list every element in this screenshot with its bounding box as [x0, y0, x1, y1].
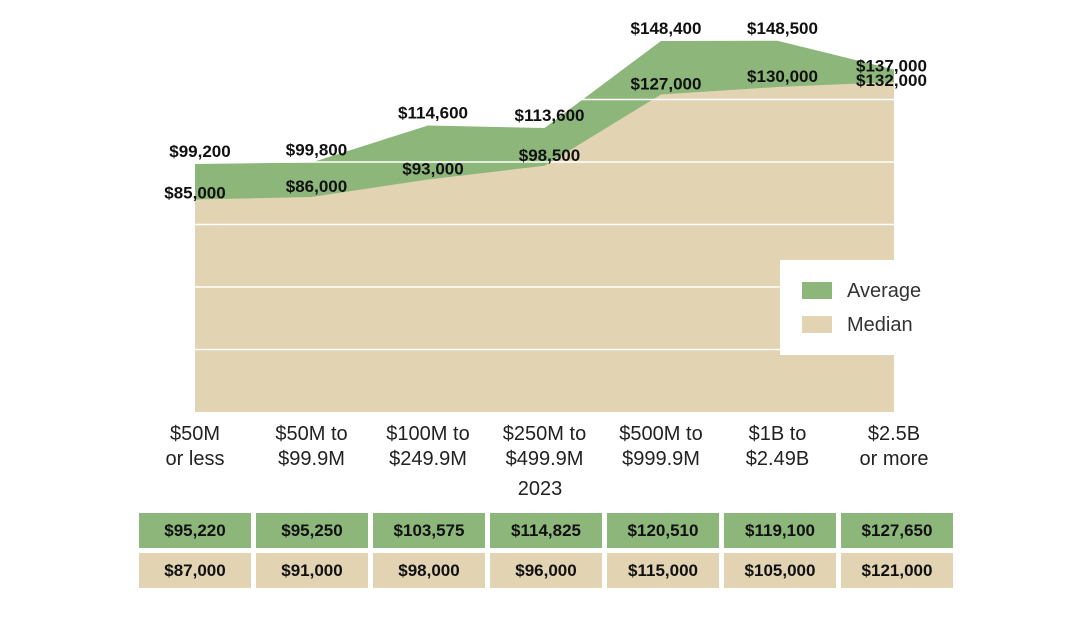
- average-table-row: $95,220 $95,250 $103,575 $114,825 $120,510 $1…: [139, 513, 953, 548]
- legend-box: [780, 260, 905, 355]
- data-label: $113,600: [515, 106, 585, 125]
- data-label: $130,000: [747, 67, 818, 86]
- x-axis-title: 2023: [517, 478, 563, 500]
- data-label: $86,000: [286, 177, 347, 196]
- median-table-row: $87,000 $91,000 $98,000 $96,000 $115,000 $105…: [139, 553, 953, 588]
- average-table-cell: $120,510: [607, 513, 719, 548]
- category-label: $2.49B: [746, 448, 809, 470]
- median-table-cell: $105,000: [724, 553, 836, 588]
- legend-label: Average: [847, 280, 921, 302]
- average-table-cell: $103,575: [373, 513, 485, 548]
- category-label: $99.9M: [278, 448, 345, 470]
- legend-swatch: [802, 316, 832, 333]
- category-label: $249.9M: [389, 448, 467, 470]
- average-table-cell: $95,250: [256, 513, 368, 548]
- legend-swatch: [802, 282, 832, 299]
- data-label: $99,200: [169, 142, 230, 161]
- data-label: $114,600: [398, 104, 468, 123]
- median-table-cell: $91,000: [256, 553, 368, 588]
- data-label: $148,400: [631, 19, 702, 38]
- data-label: $137,000: [856, 57, 927, 76]
- category-label: $999.9M: [622, 448, 700, 470]
- median-table-cell: $115,000: [607, 553, 719, 588]
- data-label: $98,500: [519, 146, 580, 165]
- median-table-cell: $96,000: [490, 553, 602, 588]
- legend-label: Median: [847, 314, 913, 336]
- category-label: or less: [166, 448, 225, 470]
- category-label: $2.5B: [868, 423, 920, 445]
- average-table-cell: $114,825: [490, 513, 602, 548]
- category-label: $100M to: [386, 423, 469, 445]
- category-label: $1B to: [749, 423, 807, 445]
- median-table-cell: $98,000: [373, 553, 485, 588]
- average-table-cell: $95,220: [139, 513, 251, 548]
- data-label: $132,000: [856, 71, 927, 90]
- category-label: or more: [860, 448, 929, 470]
- median-table-cell: $121,000: [841, 553, 953, 588]
- category-label: $50M to: [275, 423, 347, 445]
- area-chart: Average Median $99,200 $99,800 $114,600 $113,…: [164, 19, 929, 470]
- category-label: $50M: [170, 423, 220, 445]
- median-area: [195, 82, 894, 412]
- data-label: $93,000: [402, 160, 463, 179]
- category-label: $499.9M: [506, 448, 584, 470]
- average-table-cell: $119,100: [724, 513, 836, 548]
- data-label: $99,800: [286, 141, 347, 160]
- data-label: $85,000: [164, 184, 225, 203]
- category-label: $250M to: [503, 423, 586, 445]
- average-table-cell: $127,650: [841, 513, 953, 548]
- data-label: $148,500: [747, 19, 818, 38]
- data-label: $127,000: [631, 75, 702, 94]
- category-label: $500M to: [619, 423, 702, 445]
- median-table-cell: $87,000: [139, 553, 251, 588]
